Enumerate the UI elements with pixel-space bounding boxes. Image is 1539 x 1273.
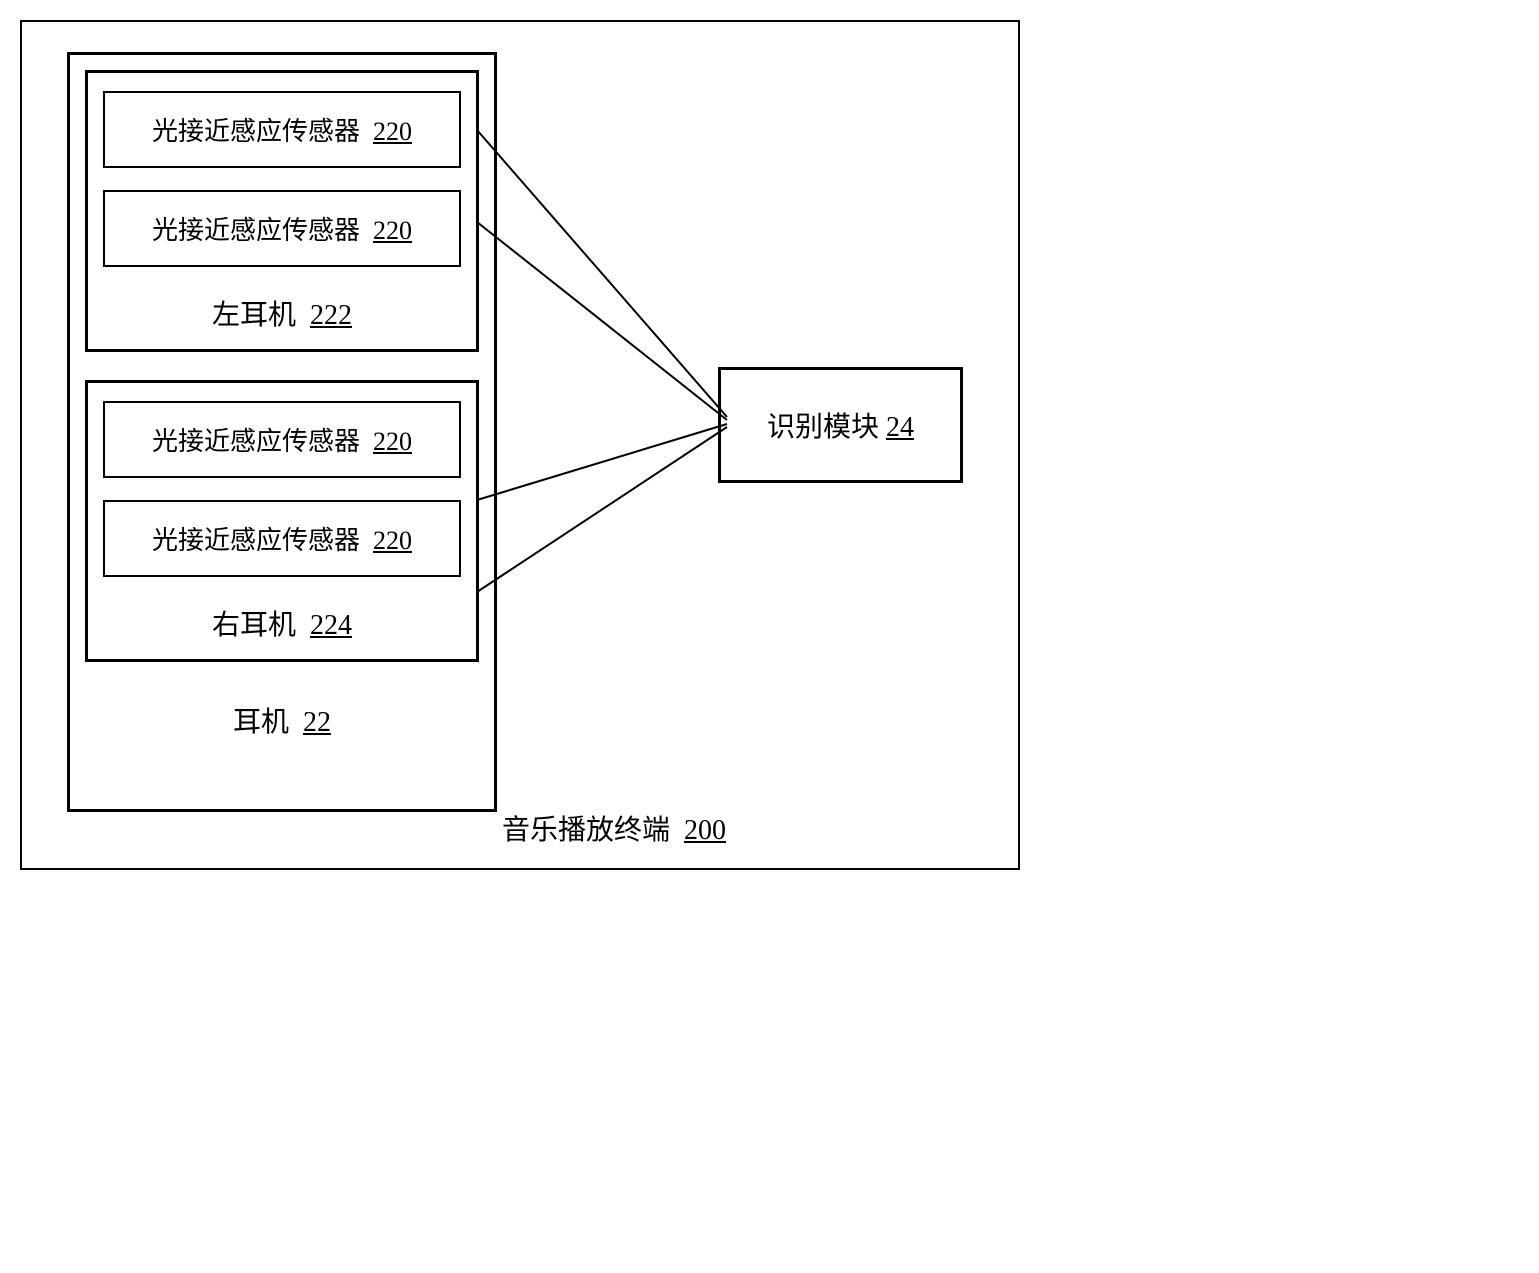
recognition-ref: 24 bbox=[886, 412, 914, 443]
recognition-label: 识别模块 bbox=[767, 412, 879, 443]
sensor-ref: 220 bbox=[373, 526, 412, 555]
sensor-label: 光接近感应传感器 bbox=[152, 117, 360, 146]
sensor-box: 光接近感应传感器 220 bbox=[103, 401, 461, 478]
terminal-label: 音乐播放终端 200 bbox=[502, 808, 726, 848]
headphone-label: 耳机 22 bbox=[85, 690, 479, 750]
right-earpiece-box: 光接近感应传感器 220 光接近感应传感器 220 右耳机 224 bbox=[85, 380, 479, 662]
sensor-ref: 220 bbox=[373, 427, 412, 456]
recognition-module-box: 识别模块 24 bbox=[718, 367, 963, 483]
sensor-box: 光接近感应传感器 220 bbox=[103, 91, 461, 168]
terminal-box: 光接近感应传感器 220 光接近感应传感器 220 左耳机 222 光接近感应传… bbox=[20, 20, 1020, 870]
left-earpiece-box: 光接近感应传感器 220 光接近感应传感器 220 左耳机 222 bbox=[85, 70, 479, 352]
right-earpiece-label: 右耳机 224 bbox=[103, 599, 461, 649]
sensor-label: 光接近感应传感器 bbox=[152, 216, 360, 245]
headphone-box: 光接近感应传感器 220 光接近感应传感器 220 左耳机 222 光接近感应传… bbox=[67, 52, 497, 812]
sensor-label: 光接近感应传感器 bbox=[152, 427, 360, 456]
sensor-box: 光接近感应传感器 220 bbox=[103, 500, 461, 577]
sensor-ref: 220 bbox=[373, 117, 412, 146]
left-earpiece-label: 左耳机 222 bbox=[103, 289, 461, 339]
sensor-ref: 220 bbox=[373, 216, 412, 245]
sensor-box: 光接近感应传感器 220 bbox=[103, 190, 461, 267]
sensor-label: 光接近感应传感器 bbox=[152, 526, 360, 555]
